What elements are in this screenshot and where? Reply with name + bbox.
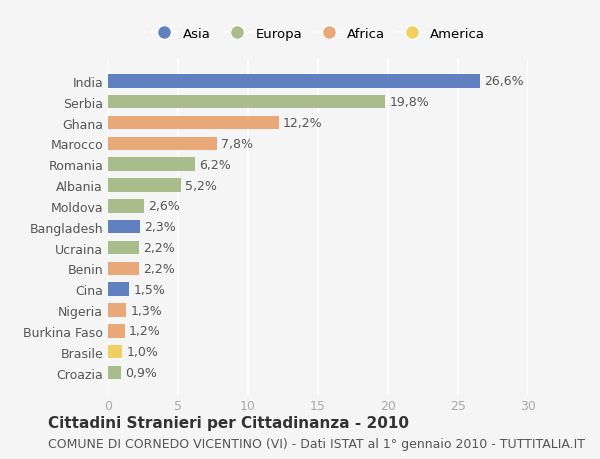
Bar bbox=[108, 366, 121, 380]
Bar bbox=[108, 241, 139, 255]
Text: 2,2%: 2,2% bbox=[143, 262, 175, 275]
Text: 1,0%: 1,0% bbox=[126, 346, 158, 358]
Text: 2,6%: 2,6% bbox=[149, 200, 181, 213]
Bar bbox=[108, 345, 122, 359]
Text: COMUNE DI CORNEDO VICENTINO (VI) - Dati ISTAT al 1° gennaio 2010 - TUTTITALIA.IT: COMUNE DI CORNEDO VICENTINO (VI) - Dati … bbox=[48, 437, 585, 451]
Bar bbox=[108, 179, 181, 192]
Text: 26,6%: 26,6% bbox=[485, 75, 524, 88]
Bar bbox=[108, 95, 385, 109]
Bar bbox=[108, 158, 195, 172]
Bar bbox=[108, 262, 139, 275]
Bar bbox=[108, 75, 481, 89]
Bar bbox=[108, 220, 140, 234]
Bar bbox=[108, 283, 129, 297]
Text: 2,2%: 2,2% bbox=[143, 241, 175, 254]
Text: 6,2%: 6,2% bbox=[199, 158, 231, 171]
Text: 1,3%: 1,3% bbox=[130, 304, 162, 317]
Text: 1,2%: 1,2% bbox=[129, 325, 161, 338]
Text: 19,8%: 19,8% bbox=[389, 96, 429, 109]
Bar bbox=[108, 117, 279, 130]
Text: 7,8%: 7,8% bbox=[221, 138, 253, 151]
Bar bbox=[108, 303, 126, 317]
Text: 1,5%: 1,5% bbox=[133, 283, 165, 296]
Bar bbox=[108, 137, 217, 151]
Legend: Asia, Europa, Africa, America: Asia, Europa, Africa, America bbox=[146, 22, 490, 46]
Bar bbox=[108, 325, 125, 338]
Text: 0,9%: 0,9% bbox=[125, 366, 157, 379]
Text: 12,2%: 12,2% bbox=[283, 117, 323, 130]
Bar bbox=[108, 200, 145, 213]
Text: 2,3%: 2,3% bbox=[145, 221, 176, 234]
Text: Cittadini Stranieri per Cittadinanza - 2010: Cittadini Stranieri per Cittadinanza - 2… bbox=[48, 415, 409, 430]
Text: 5,2%: 5,2% bbox=[185, 179, 217, 192]
